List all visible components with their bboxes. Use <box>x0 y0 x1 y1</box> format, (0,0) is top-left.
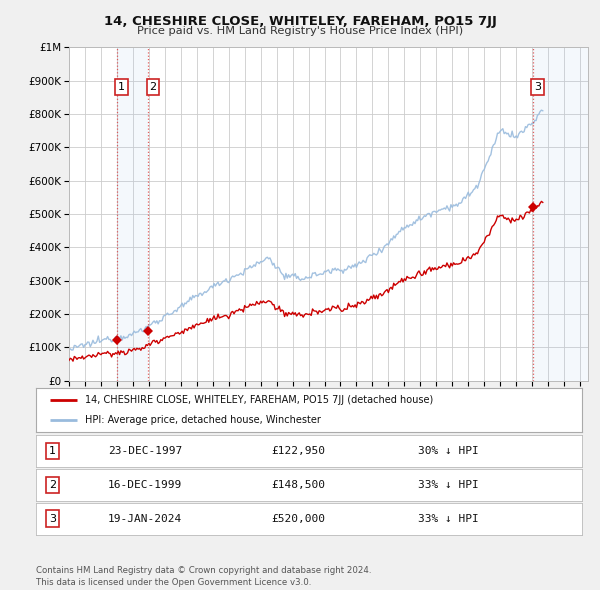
Text: 16-DEC-1999: 16-DEC-1999 <box>108 480 182 490</box>
Text: 1: 1 <box>49 447 56 456</box>
Text: 3: 3 <box>49 514 56 523</box>
Text: 1: 1 <box>118 82 125 92</box>
Text: 30% ↓ HPI: 30% ↓ HPI <box>418 447 479 456</box>
Text: Price paid vs. HM Land Registry's House Price Index (HPI): Price paid vs. HM Land Registry's House … <box>137 26 463 36</box>
Text: 2: 2 <box>49 480 56 490</box>
Text: 33% ↓ HPI: 33% ↓ HPI <box>418 514 479 523</box>
Text: 14, CHESHIRE CLOSE, WHITELEY, FAREHAM, PO15 7JJ: 14, CHESHIRE CLOSE, WHITELEY, FAREHAM, P… <box>104 15 496 28</box>
Text: 19-JAN-2024: 19-JAN-2024 <box>108 514 182 523</box>
Text: £122,950: £122,950 <box>271 447 325 456</box>
Text: 2: 2 <box>149 82 157 92</box>
Text: £520,000: £520,000 <box>271 514 325 523</box>
Text: 3: 3 <box>534 82 541 92</box>
Text: HPI: Average price, detached house, Winchester: HPI: Average price, detached house, Winc… <box>85 415 321 425</box>
Text: 14, CHESHIRE CLOSE, WHITELEY, FAREHAM, PO15 7JJ (detached house): 14, CHESHIRE CLOSE, WHITELEY, FAREHAM, P… <box>85 395 433 405</box>
Bar <box>116 47 148 381</box>
Text: Contains HM Land Registry data © Crown copyright and database right 2024.
This d: Contains HM Land Registry data © Crown c… <box>36 566 371 587</box>
Text: 23-DEC-1997: 23-DEC-1997 <box>108 447 182 456</box>
Text: 33% ↓ HPI: 33% ↓ HPI <box>418 480 479 490</box>
Bar <box>533 47 588 381</box>
Text: £148,500: £148,500 <box>271 480 325 490</box>
